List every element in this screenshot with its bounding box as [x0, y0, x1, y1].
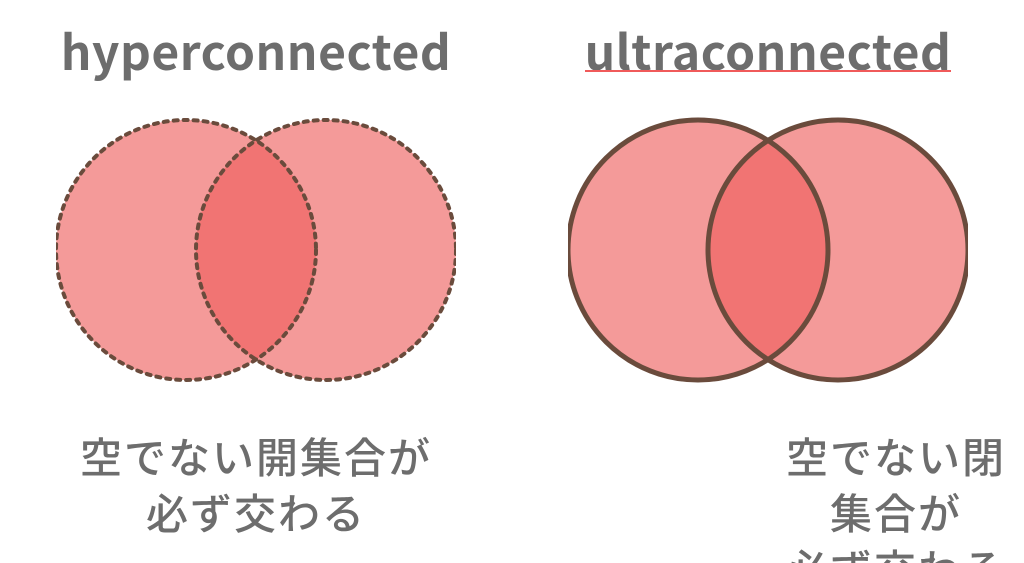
caption-line-1: 空でない閉集合が: [768, 428, 1024, 540]
panel-hyperconnected: hyperconnected 空でない開集合が 必ず交わる: [0, 0, 512, 563]
panel-ultraconnected: ultraconnected 空でない閉集合が 必ず交わる: [512, 0, 1024, 563]
title-ultraconnected: ultraconnected: [585, 14, 952, 84]
caption-ultraconnected: 空でない閉集合が 必ず交わる: [768, 428, 1024, 563]
title-underline: [585, 70, 952, 72]
venn-hyperconnected: [56, 90, 456, 410]
venn-svg-right: [568, 90, 968, 410]
caption-line-2: 必ず交わる: [0, 484, 512, 540]
caption-line-2: 必ず交わる: [768, 540, 1024, 563]
caption-hyperconnected: 空でない開集合が 必ず交わる: [0, 428, 512, 540]
venn-ultraconnected: [568, 90, 968, 410]
venn-svg-left: [56, 90, 456, 410]
title-hyperconnected: hyperconnected: [61, 14, 452, 84]
diagram-root: hyperconnected 空でない開集合が 必ず交わる ultraconne…: [0, 0, 1024, 563]
caption-line-1: 空でない開集合が: [0, 428, 512, 484]
